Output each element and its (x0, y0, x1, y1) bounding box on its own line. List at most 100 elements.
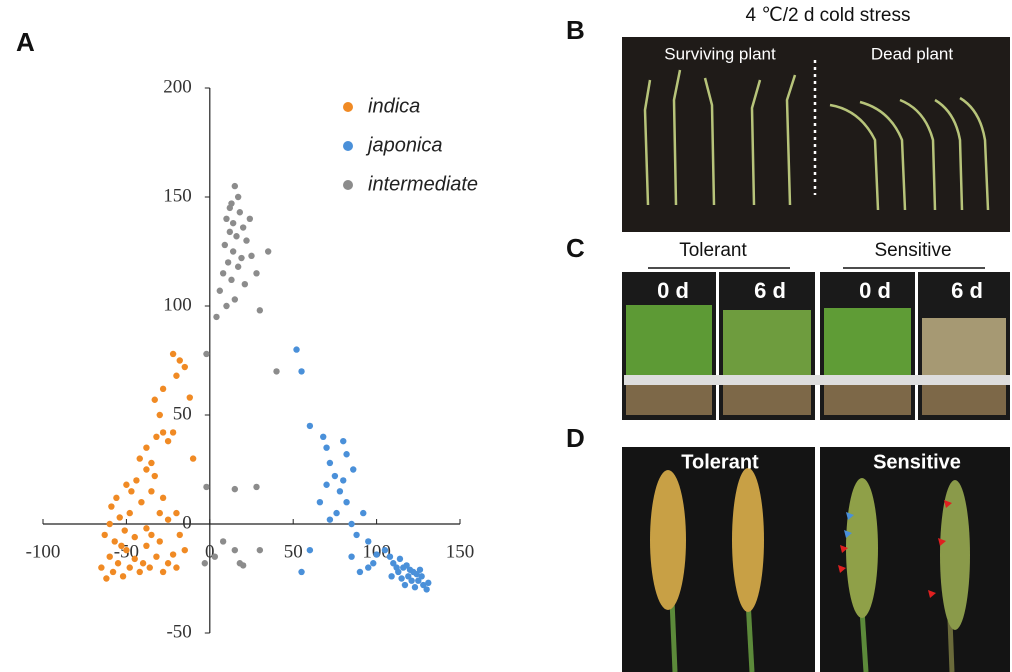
point (153, 553, 160, 560)
legend-marker (343, 180, 353, 190)
point (164, 516, 172, 523)
point (406, 566, 414, 573)
y-tick-label: 50 (173, 403, 192, 424)
point (114, 560, 122, 567)
point (116, 514, 123, 521)
point (126, 564, 133, 571)
y-tick-label: 100 (163, 294, 192, 315)
point (348, 520, 355, 528)
point (253, 270, 260, 277)
point (108, 503, 115, 510)
point (113, 494, 120, 502)
panel-title: 4 ℃/2 d cold stress (746, 5, 911, 26)
point (136, 455, 143, 462)
point (101, 531, 108, 539)
point (316, 499, 324, 506)
point (365, 564, 372, 571)
scatter-chart: -100-50050100150-50050100150200indicajap… (26, 76, 478, 642)
photo-label: Dead plant (871, 44, 954, 63)
point (203, 350, 210, 358)
point (298, 568, 305, 576)
point (156, 538, 163, 545)
point (176, 357, 183, 364)
point (273, 368, 280, 375)
point (131, 555, 138, 563)
point (408, 577, 415, 584)
point (343, 499, 350, 506)
point (103, 575, 110, 582)
point (221, 241, 229, 249)
point (211, 553, 219, 560)
point (121, 527, 128, 534)
panel-letter: D (566, 423, 585, 453)
legend-marker (343, 141, 353, 151)
point (223, 302, 230, 310)
point (203, 483, 210, 491)
point (181, 546, 188, 554)
point (148, 488, 155, 495)
point (393, 564, 400, 571)
point (340, 477, 347, 484)
point (370, 560, 377, 567)
point (164, 560, 172, 567)
point (219, 538, 227, 545)
point (239, 224, 247, 231)
point (416, 566, 424, 573)
point (246, 215, 254, 222)
point (331, 472, 339, 480)
point (189, 455, 197, 462)
y-tick-label: 0 (182, 512, 192, 533)
point (239, 562, 247, 569)
point (403, 562, 410, 569)
x-tick-label: 0 (205, 541, 215, 562)
point (423, 586, 430, 593)
photo-label: Surviving plant (664, 44, 776, 63)
point (415, 577, 422, 584)
point (326, 459, 334, 467)
photo-label: 0 d (657, 278, 689, 303)
point (151, 396, 158, 403)
point (173, 509, 180, 517)
point (405, 573, 412, 580)
point (148, 531, 155, 539)
point (340, 437, 347, 445)
point (253, 483, 260, 491)
point (216, 287, 224, 294)
point (98, 564, 105, 571)
x-tick-label: 150 (446, 541, 475, 562)
point (231, 546, 239, 554)
point (223, 215, 230, 222)
panel-letter: C (566, 233, 585, 263)
point (353, 531, 360, 539)
point (146, 564, 153, 571)
point (306, 546, 314, 554)
point (365, 538, 372, 545)
point (201, 560, 208, 567)
point (111, 538, 118, 545)
point (264, 248, 272, 255)
point (336, 488, 344, 495)
point (159, 429, 167, 436)
point (234, 263, 242, 270)
point (298, 368, 305, 375)
point (133, 477, 140, 484)
point (186, 394, 193, 401)
point (256, 307, 264, 314)
point (148, 459, 155, 467)
point (143, 444, 150, 451)
point (229, 248, 237, 255)
point (236, 209, 244, 216)
group-label: Sensitive (874, 240, 951, 261)
point (390, 560, 397, 567)
point (153, 433, 160, 440)
point (233, 233, 240, 240)
point (386, 553, 394, 560)
point (109, 568, 117, 576)
point (159, 385, 167, 393)
point (231, 485, 239, 493)
point (123, 546, 130, 554)
point (123, 481, 130, 488)
point (293, 346, 300, 353)
x-tick-label: 50 (284, 541, 303, 562)
point (126, 509, 133, 517)
